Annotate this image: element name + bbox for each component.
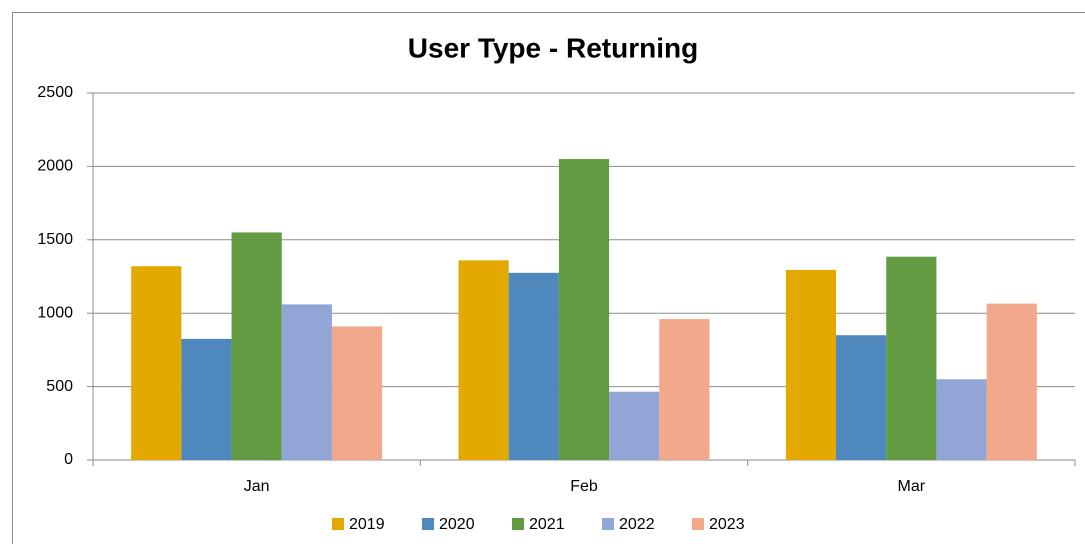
legend-label: 2023 [709, 516, 745, 533]
x-tick-label: Feb [570, 478, 598, 495]
x-tick-label: Jan [244, 478, 270, 495]
legend-swatch [602, 518, 614, 530]
legend-swatch [422, 518, 434, 530]
legend-swatch [332, 518, 344, 530]
bar [232, 232, 282, 460]
bar [559, 159, 609, 460]
bar [987, 304, 1037, 460]
y-tick-label: 0 [64, 451, 73, 468]
legend-label: 2019 [349, 516, 385, 533]
legend-label: 2020 [439, 516, 475, 533]
y-tick-label: 2500 [37, 84, 73, 101]
legend-swatch [512, 518, 524, 530]
bar [131, 266, 181, 460]
bar [181, 339, 231, 460]
bar [459, 260, 509, 460]
bar [332, 326, 382, 460]
bar [886, 257, 936, 460]
legend-label: 2022 [619, 516, 655, 533]
legend-swatch [692, 518, 704, 530]
y-tick-label: 2000 [37, 158, 73, 175]
y-tick-label: 1500 [37, 231, 73, 248]
bar [659, 319, 709, 460]
bar [836, 335, 886, 460]
x-tick-label: Mar [898, 478, 926, 495]
chart-title: User Type - Returning [408, 32, 698, 63]
y-tick-label: 1000 [37, 304, 73, 321]
y-tick-label: 500 [46, 378, 73, 395]
bar [282, 304, 332, 460]
bar [509, 273, 559, 460]
legend-label: 2021 [529, 516, 565, 533]
bar [609, 392, 659, 460]
bar [786, 270, 836, 460]
bar [936, 379, 986, 460]
